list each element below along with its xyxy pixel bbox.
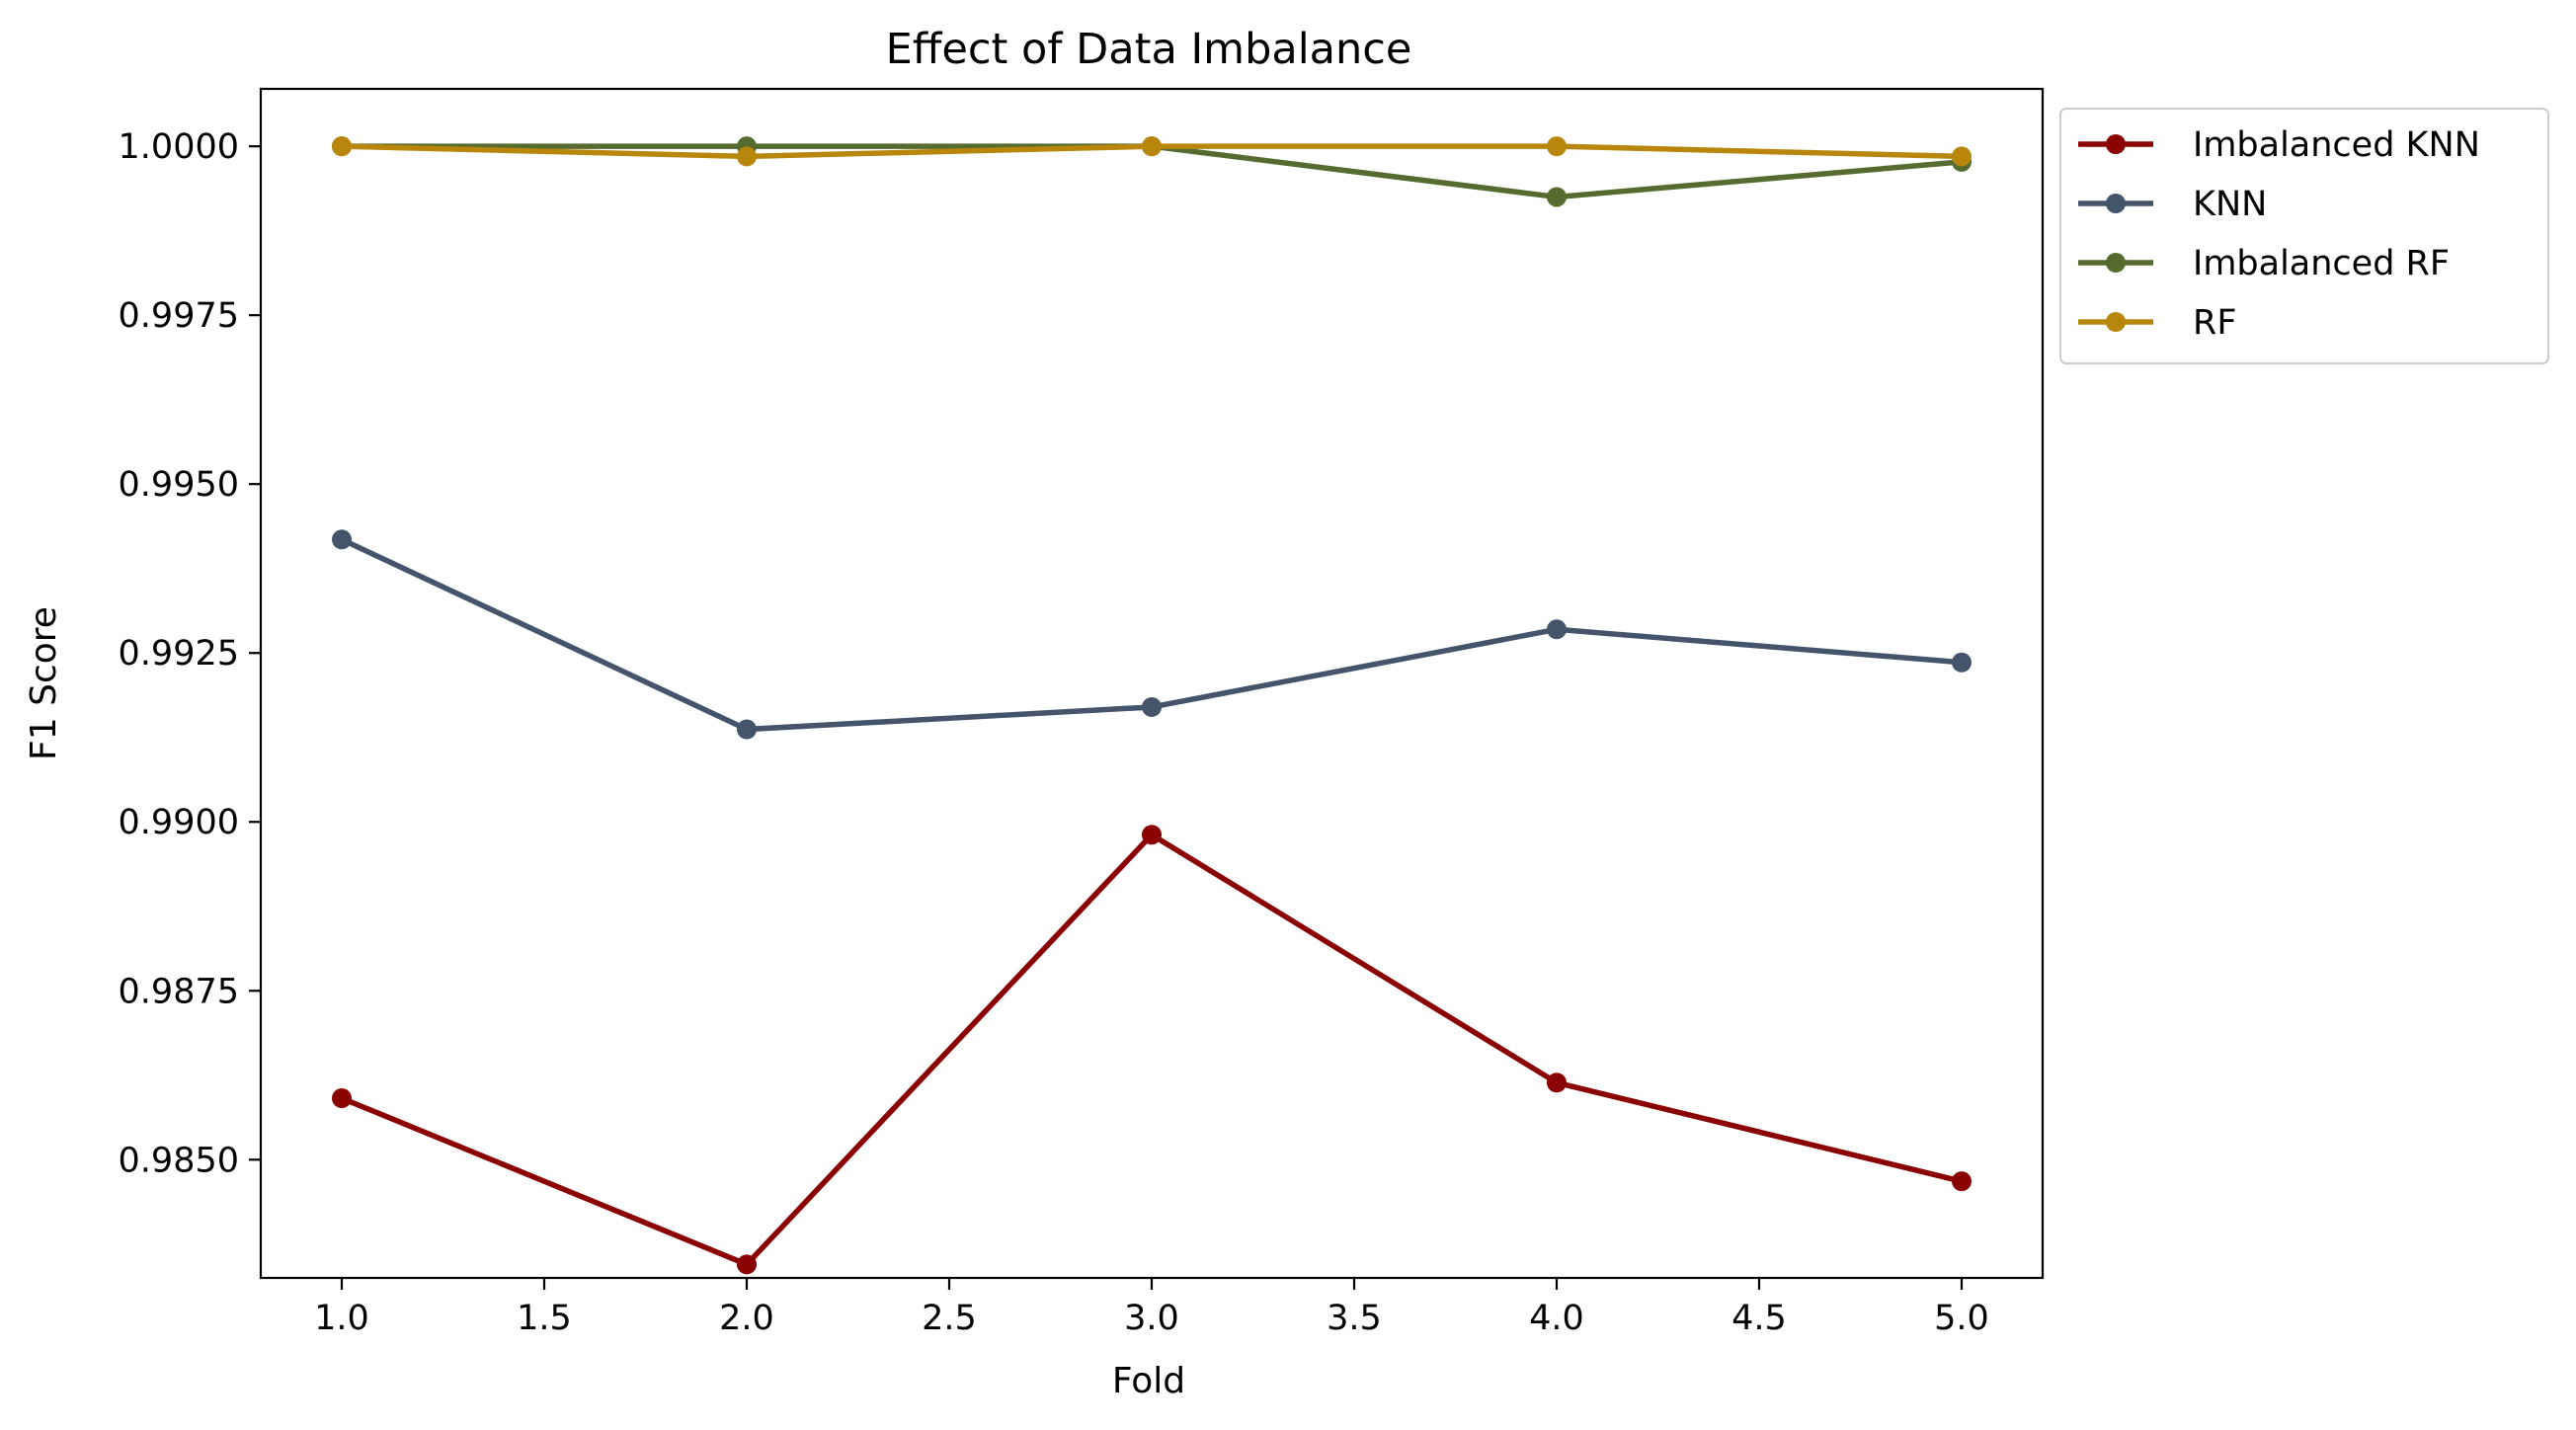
- data-point-rf: [1952, 146, 1972, 167]
- x-axis: 1.0 1.5 2.0 2.5 3.0 3.5 4.0 4.5 5.0: [314, 1278, 1989, 1338]
- legend-marker-imbalanced-rf: [2106, 253, 2126, 273]
- y-tick-label: 0.9850: [119, 1141, 239, 1180]
- y-axis: 0.9850 0.9875 0.9900 0.9925 0.9950 0.9975 1.00…: [119, 127, 261, 1180]
- data-point-rf: [737, 146, 757, 167]
- x-tick-label: 2.0: [719, 1299, 774, 1338]
- data-point-knn: [1547, 619, 1567, 640]
- y-tick-label: 0.9975: [119, 296, 239, 336]
- plot-area-frame: [259, 87, 2045, 1280]
- data-point-knn: [1142, 696, 1162, 717]
- data-point-rf: [1142, 136, 1162, 157]
- x-tick-label: 4.5: [1731, 1299, 1787, 1338]
- series-rf: [332, 136, 1972, 167]
- x-tick-label: 3.5: [1327, 1299, 1382, 1338]
- data-point-imbalanced-knn: [737, 1254, 757, 1275]
- data-point-knn: [332, 529, 352, 550]
- y-tick-label: 0.9900: [119, 803, 239, 842]
- legend-label-rf: RF: [2193, 303, 2236, 343]
- legend-label-imbalanced-rf: Imbalanced RF: [2193, 244, 2450, 283]
- x-tick-label: 4.0: [1529, 1299, 1584, 1338]
- data-point-imbalanced-knn: [332, 1088, 352, 1109]
- chart-title: Effect of Data Imbalance: [886, 25, 1412, 74]
- x-tick-label: 1.5: [517, 1299, 572, 1338]
- legend: Imbalanced KNN KNN Imbalanced RF RF: [2059, 108, 2549, 364]
- y-tick-label: 0.9925: [119, 634, 239, 674]
- data-point-knn: [1952, 652, 1972, 673]
- legend-marker-rf: [2106, 312, 2126, 332]
- data-point-imbalanced-knn: [1547, 1072, 1567, 1093]
- data-point-imbalanced-rf: [1547, 187, 1567, 207]
- data-point-knn: [737, 719, 757, 740]
- y-axis-label: F1 Score: [24, 606, 64, 760]
- y-tick-label: 0.9875: [119, 972, 239, 1011]
- legend-label-imbalanced-knn: Imbalanced KNN: [2193, 125, 2480, 165]
- data-point-rf: [1547, 136, 1567, 157]
- legend-box: [2059, 108, 2549, 364]
- data-point-rf: [332, 136, 352, 157]
- series-layer: [332, 136, 1972, 1275]
- series-imbalanced-knn: [332, 825, 1972, 1275]
- x-axis-label: Fold: [1112, 1361, 1185, 1401]
- y-tick-label: 0.9950: [119, 465, 239, 505]
- series-line-imbalanced-knn: [340, 832, 1963, 1268]
- x-tick-label: 2.5: [922, 1299, 977, 1338]
- legend-label-knn: KNN: [2193, 185, 2267, 224]
- legend-marker-imbalanced-knn: [2106, 134, 2126, 154]
- data-point-imbalanced-knn: [1142, 825, 1162, 845]
- x-tick-label: 5.0: [1934, 1299, 1989, 1338]
- legend-marker-knn: [2106, 194, 2126, 213]
- data-point-imbalanced-knn: [1952, 1171, 1972, 1192]
- x-tick-label: 3.0: [1124, 1299, 1179, 1338]
- x-tick-label: 1.0: [314, 1299, 369, 1338]
- series-knn: [332, 529, 1972, 740]
- y-tick-label: 1.0000: [119, 127, 239, 167]
